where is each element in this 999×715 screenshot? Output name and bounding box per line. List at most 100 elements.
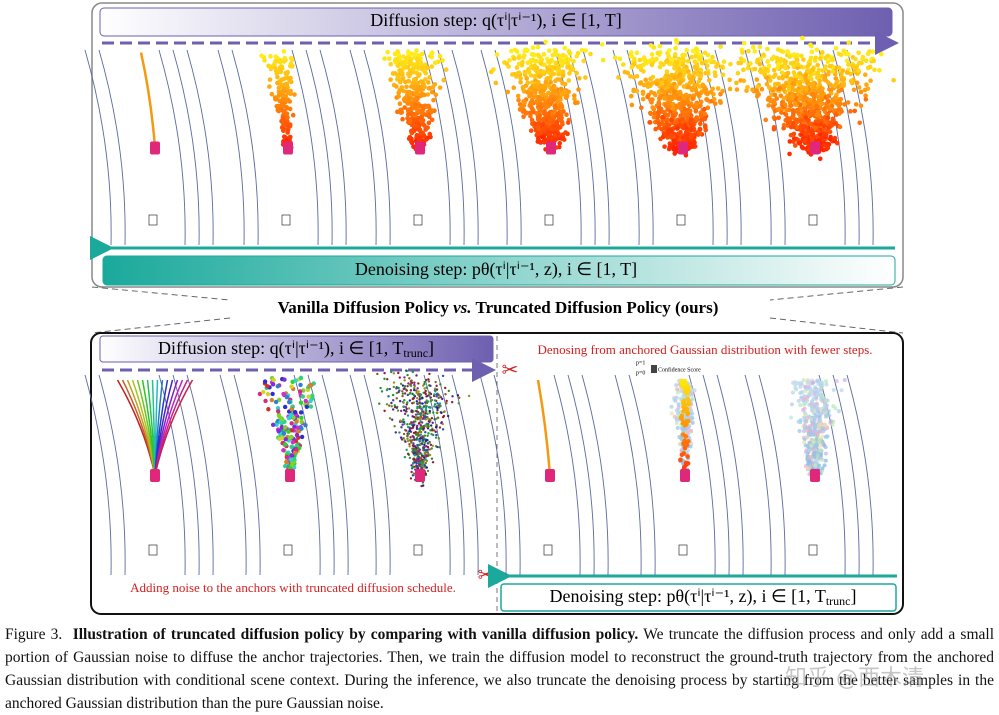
sample-point xyxy=(404,440,407,443)
sample-point xyxy=(848,78,854,84)
sample-point xyxy=(382,56,387,61)
sample-point xyxy=(516,55,522,60)
sample-point xyxy=(541,69,546,74)
sample-point xyxy=(274,103,280,109)
sample-point xyxy=(402,405,406,408)
label-sub: trunc xyxy=(403,346,428,360)
sample-point xyxy=(805,378,810,383)
sample-point xyxy=(282,404,288,410)
sample-point xyxy=(292,409,298,415)
sample-point xyxy=(812,57,818,63)
sample-point xyxy=(268,54,273,59)
sample-point xyxy=(390,418,394,421)
sample-point xyxy=(823,64,828,69)
sample-point xyxy=(309,382,314,388)
sample-point xyxy=(535,139,541,144)
sample-point xyxy=(698,56,703,62)
sample-point xyxy=(811,88,817,93)
sample-point xyxy=(671,92,677,97)
sample-point xyxy=(411,447,414,450)
sample-point xyxy=(802,93,808,99)
sample-point xyxy=(376,372,379,376)
sample-point xyxy=(401,390,404,393)
sample-point xyxy=(702,106,707,112)
sample-point xyxy=(436,406,439,410)
sample-point xyxy=(416,431,420,434)
label-sub: trunc xyxy=(826,594,851,608)
sample-point xyxy=(288,457,294,462)
sample-point xyxy=(588,51,593,57)
sample-point xyxy=(414,133,420,139)
sample-point xyxy=(405,107,411,113)
sample-point xyxy=(685,113,690,118)
sample-point xyxy=(435,393,438,396)
sample-point xyxy=(418,416,421,419)
sample-point xyxy=(664,121,670,126)
sample-point xyxy=(815,453,820,458)
sample-point xyxy=(429,448,432,451)
sample-point xyxy=(641,82,647,88)
sample-point xyxy=(458,396,461,399)
sample-point xyxy=(414,446,417,449)
sample-point xyxy=(467,394,471,398)
sample-point xyxy=(655,110,661,116)
label-end: ] xyxy=(428,338,434,358)
sample-point xyxy=(805,425,810,430)
sample-point xyxy=(426,417,429,420)
sample-point xyxy=(415,461,418,465)
sample-point xyxy=(776,107,781,112)
scene-element xyxy=(349,49,377,246)
sample-point xyxy=(298,389,303,394)
sample-point xyxy=(616,75,621,80)
sample-point xyxy=(727,77,732,83)
sample-point xyxy=(279,103,284,108)
sample-point xyxy=(541,126,546,132)
sample-point xyxy=(555,111,561,116)
sample-point xyxy=(656,121,662,126)
sample-point xyxy=(276,397,282,402)
sample-point xyxy=(536,130,541,136)
sample-point xyxy=(427,131,433,137)
sample-point xyxy=(686,84,691,90)
sample-point xyxy=(696,92,701,97)
sample-point xyxy=(429,400,433,403)
sample-point xyxy=(891,77,896,83)
scene-element xyxy=(437,49,465,246)
sample-point xyxy=(412,394,416,397)
sample-point xyxy=(441,422,444,426)
sample-point xyxy=(680,426,685,431)
sample-point xyxy=(388,404,391,407)
sample-point xyxy=(757,61,763,67)
legend-low: p=0 xyxy=(636,370,645,376)
sample-point xyxy=(405,64,411,70)
sample-point xyxy=(688,113,694,118)
sample-point xyxy=(548,94,554,100)
sample-point xyxy=(738,56,744,61)
sample-point xyxy=(402,105,407,110)
sample-point xyxy=(408,443,411,446)
sample-point xyxy=(645,94,650,100)
sample-point xyxy=(684,126,690,131)
sample-point xyxy=(410,421,413,424)
sample-point xyxy=(388,77,393,82)
sample-point xyxy=(718,44,723,49)
sample-point xyxy=(782,102,788,107)
sample-point xyxy=(403,412,407,416)
sample-point xyxy=(805,435,810,440)
sample-point xyxy=(429,89,435,95)
sample-point xyxy=(640,91,646,97)
sample-point xyxy=(662,75,668,81)
sample-point xyxy=(553,61,559,67)
sample-point xyxy=(808,443,813,448)
sample-point xyxy=(838,52,844,58)
sample-point xyxy=(817,425,822,430)
denoising-bar xyxy=(500,583,897,612)
sample-point xyxy=(856,50,861,56)
sample-point xyxy=(714,64,719,69)
sample-point xyxy=(686,419,691,424)
scene-element xyxy=(612,49,640,246)
sample-point xyxy=(824,414,829,419)
sample-point xyxy=(408,445,411,448)
sample-point xyxy=(833,76,839,81)
scene-element xyxy=(808,214,818,226)
